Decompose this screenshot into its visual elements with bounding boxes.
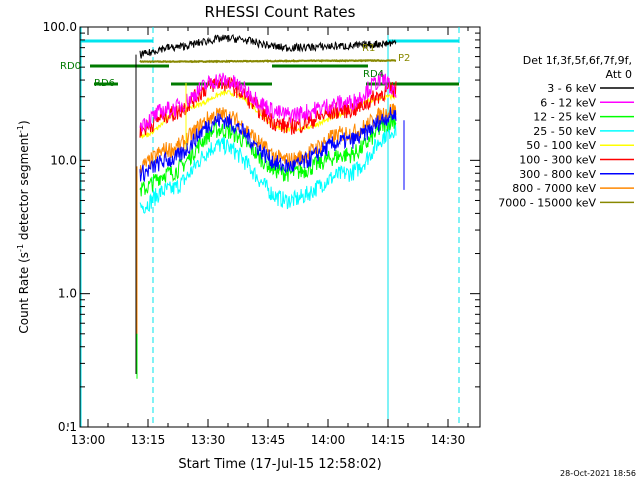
series-6-12-kev	[139, 70, 397, 133]
plot-frame	[79, 26, 481, 428]
y-tick-label-2: 10.0	[50, 153, 77, 167]
axis-ticks: 13:00 13:15 13:30 13:45 14:00 14:15 14:30 0.1 1.…	[43, 20, 480, 447]
series-12-25-kev	[139, 114, 397, 197]
legend-header-0: Det 1f,3f,5f,6f,7f,9f,	[523, 54, 632, 67]
y-tick-label-1: 1.0	[58, 287, 77, 301]
legend-label-1: 6 - 12 keV	[540, 96, 596, 109]
series-3-6-kev	[139, 33, 397, 59]
ylabel-main: Count Rate (s	[17, 252, 31, 334]
annotation-rd6: RD6	[94, 78, 115, 89]
overlay-lines	[80, 27, 460, 427]
x-tick-label-0: 13:00	[71, 433, 106, 447]
y-tick-label-0: 0.1	[58, 420, 77, 434]
series-300-800-kev	[139, 106, 397, 183]
series-100-300-kev	[139, 76, 397, 138]
series-25-50-kev	[139, 121, 397, 214]
x-tick-label-6: 14:30	[431, 433, 466, 447]
x-tick-label-3: 13:45	[251, 433, 286, 447]
legend-label-2: 12 - 25 keV	[533, 111, 596, 124]
x-tick-label-5: 14:15	[371, 433, 406, 447]
ylabel-end: )	[17, 120, 31, 125]
legend-label-0: 3 - 6 keV	[547, 82, 596, 95]
legend-header-1: Att 0	[606, 68, 632, 81]
series-7000-15000-kev	[139, 58, 397, 64]
legend-label-3: 25 - 50 keV	[533, 125, 596, 138]
chart-title: RHESSI Count Rates	[205, 3, 356, 21]
legend-label-8: 7000 - 15000 keV	[498, 196, 596, 209]
annotation-p2: P2	[398, 53, 410, 64]
x-tick-label-1: 13:15	[131, 433, 166, 447]
annotation-r1: R1	[362, 43, 375, 54]
timestamp: 28-Oct-2021 18:56	[560, 469, 636, 478]
legend-label-7: 800 - 7000 keV	[512, 182, 596, 195]
x-tick-label-2: 13:30	[191, 433, 226, 447]
y-axis-label: Count Rate (s-1 detector segment-1)	[16, 120, 31, 333]
ylabel-mid: detector segment	[17, 133, 31, 244]
annotation-rd4: RD4	[363, 69, 384, 80]
x-axis-label: Start Time (17-Jul-15 12:58:02)	[178, 457, 381, 472]
series-layer	[135, 33, 405, 379]
annotations: RD0 RD6 RD4 R1 P2	[60, 43, 410, 89]
legend-label-4: 50 - 100 keV	[526, 139, 596, 152]
legend-label-5: 100 - 300 keV	[519, 154, 596, 167]
ylabel-sup-1: -1	[16, 244, 25, 252]
ylabel-sup-2: -1	[16, 125, 25, 133]
y-tick-label-3: 100.0	[43, 20, 77, 34]
x-tick-label-4: 14:00	[311, 433, 346, 447]
annotation-rd0: RD0	[60, 61, 81, 72]
legend-label-6: 300 - 800 keV	[519, 168, 596, 181]
